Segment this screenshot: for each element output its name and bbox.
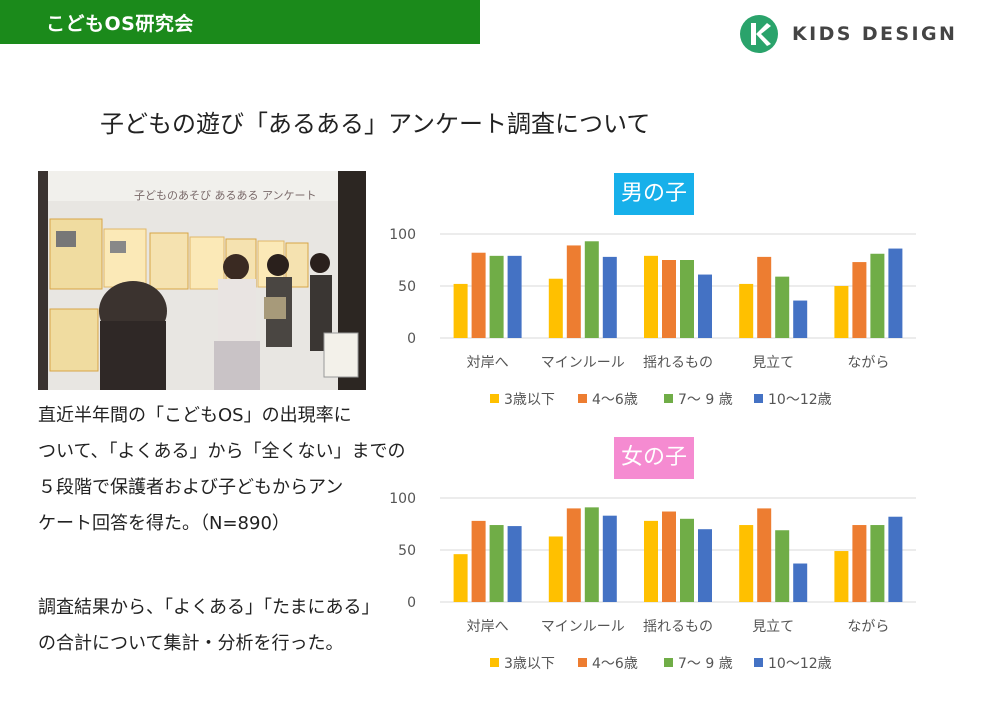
category-label: 揺れるもの	[643, 619, 713, 635]
legend-swatch	[664, 394, 673, 403]
bar	[662, 511, 676, 602]
legend-label: 7〜 9 歳	[678, 656, 733, 672]
bar	[602, 256, 617, 338]
logo-text: KIDS DESIGN	[792, 23, 958, 45]
bar	[852, 525, 867, 602]
bar	[489, 255, 504, 338]
header-label: こどもOS研究会	[46, 13, 194, 35]
bar	[489, 525, 504, 602]
legend-label: 4〜6歳	[592, 656, 638, 672]
bar	[793, 563, 808, 602]
chart-title-girls: 女の子	[614, 437, 695, 479]
bar	[757, 508, 772, 602]
legend-label: 4〜6歳	[592, 392, 638, 408]
bar	[644, 520, 658, 602]
bar	[680, 260, 694, 338]
bar	[566, 508, 581, 602]
description-line: ５段階で保護者および子どもからアン	[38, 477, 344, 498]
y-tick-label: 100	[389, 491, 416, 507]
bar	[739, 525, 754, 602]
bar	[453, 554, 468, 602]
category-label: マインルール	[541, 355, 625, 371]
slide-title: 子どもの遊び「あるある」アンケート調査について	[100, 110, 651, 138]
description-line: ケート回答を得た。（N=890）	[38, 513, 290, 534]
legend-label: 3歳以下	[504, 656, 555, 672]
legend-swatch	[578, 394, 587, 403]
category-label: 揺れるもの	[643, 355, 713, 371]
bar	[888, 248, 903, 338]
bar	[834, 286, 849, 338]
y-tick-label: 0	[407, 331, 416, 347]
description-line: の合計について集計・分析を行った。	[38, 633, 344, 654]
y-tick-label: 100	[389, 227, 416, 243]
bar	[471, 520, 486, 602]
bar	[471, 252, 486, 338]
bar	[662, 260, 676, 338]
legend-swatch	[664, 658, 673, 667]
kids-design-logo: KIDS DESIGN	[740, 14, 957, 54]
bar	[852, 262, 867, 338]
bar	[775, 530, 790, 602]
y-tick-label: 50	[398, 279, 416, 295]
bar	[507, 255, 522, 338]
legend-label: 7〜 9 歳	[678, 392, 733, 408]
category-label: 対岸へ	[467, 355, 509, 371]
bar	[584, 507, 599, 602]
category-label: 見立て	[752, 619, 794, 635]
bar	[698, 274, 712, 338]
boys-bar-chart: 0 50 100 対岸へ マインルール 揺れるもの 見立て ながら 3歳以下 4〜6歳 7〜 9 歳…	[389, 227, 916, 408]
bar	[739, 283, 754, 338]
kids-design-logo-icon	[740, 15, 778, 53]
category-label: 対岸へ	[467, 619, 509, 635]
bar	[870, 525, 885, 602]
description-line: 直近半年間の「こどもOS」の出現率に	[38, 405, 352, 426]
bar	[698, 529, 712, 602]
chart-title-boys: 男の子	[614, 173, 695, 215]
bar	[602, 515, 617, 602]
description-line: 調査結果から、「よくある」「たまにある」	[38, 597, 380, 618]
bar	[584, 241, 599, 338]
legend-label: 10〜12歳	[768, 656, 832, 672]
legend-swatch	[490, 394, 499, 403]
description-line: ついて、「よくある」から「全くない」までの	[38, 441, 406, 462]
description-paragraph-1: 直近半年間の「こどもOS」の出現率に ついて、「よくある」から「全くない」までの…	[38, 398, 406, 542]
y-tick-label: 0	[407, 595, 416, 611]
bar	[453, 283, 468, 338]
category-label: 見立て	[752, 355, 794, 371]
description-paragraph-2: 調査結果から、「よくある」「たまにある」 の合計について集計・分析を行った。	[38, 590, 380, 662]
bar	[834, 551, 849, 602]
bar	[566, 245, 581, 338]
exhibition-photo: 子どものあそび あるある アンケート	[38, 171, 366, 390]
bar	[548, 278, 563, 338]
bar	[680, 518, 694, 602]
bar	[888, 516, 903, 602]
bar	[757, 256, 772, 338]
legend-swatch	[754, 394, 763, 403]
bar	[644, 255, 658, 338]
bar	[775, 276, 790, 338]
legend-swatch	[754, 658, 763, 667]
legend-swatch	[578, 658, 587, 667]
bar	[870, 253, 885, 338]
legend-label: 3歳以下	[504, 392, 555, 408]
category-label: ながら	[847, 619, 889, 635]
category-label: マインルール	[541, 619, 625, 635]
poster-title-text: 子どものあそび あるある アンケート	[134, 189, 317, 202]
bar	[548, 536, 563, 602]
header-band: こどもOS研究会	[0, 0, 480, 44]
bar	[793, 300, 808, 338]
legend-label: 10〜12歳	[768, 392, 832, 408]
y-tick-label: 50	[398, 543, 416, 559]
category-label: ながら	[847, 355, 889, 371]
legend-swatch	[490, 658, 499, 667]
bar	[507, 526, 522, 602]
girls-bar-chart: 0 50 100 対岸へ マインルール 揺れるもの 見立て ながら 3歳以下 4〜6歳 7〜 9 歳…	[389, 491, 916, 672]
